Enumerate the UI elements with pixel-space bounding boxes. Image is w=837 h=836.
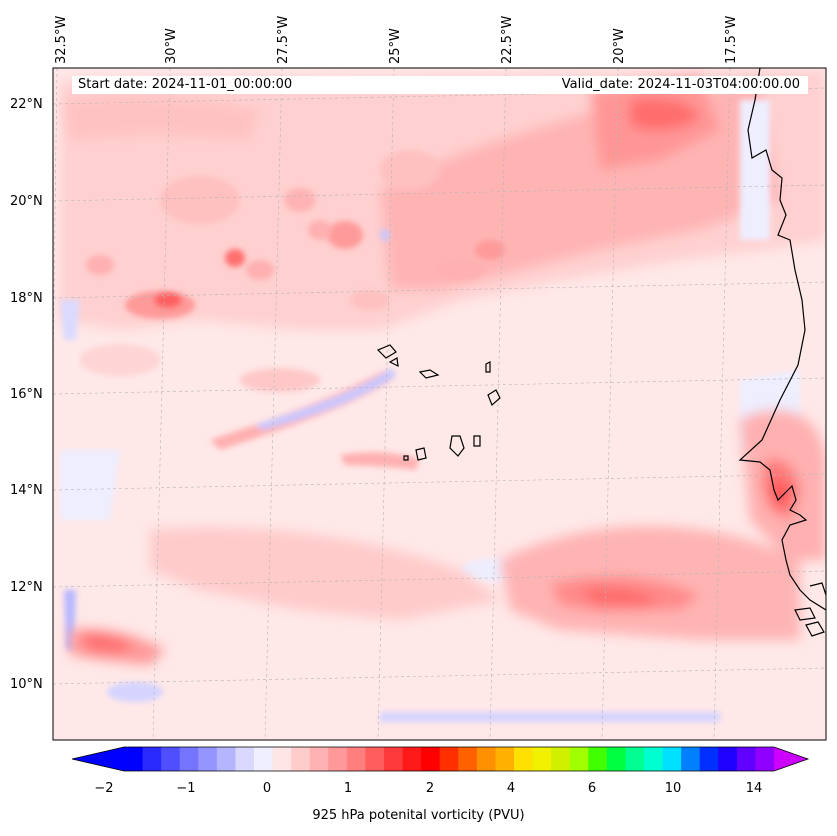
colorbar-swatch xyxy=(198,747,218,771)
colorbar-swatch xyxy=(402,747,422,771)
colorbar-swatch xyxy=(551,747,571,771)
colorbar-swatch xyxy=(736,747,756,771)
coastline xyxy=(738,68,826,637)
colorbar-over-triangle xyxy=(774,747,808,771)
colorbar-swatch xyxy=(179,747,199,771)
valid-date: Valid_date: 2024-11-03T04:00:00.00 xyxy=(561,77,800,92)
colorbar-swatch xyxy=(662,747,682,771)
start-date: Start date: 2024-11-01_00:00:00 xyxy=(78,77,293,92)
colorbar-tick: −1 xyxy=(176,781,196,796)
colorbar-swatch xyxy=(365,747,385,771)
colorbar-swatch xyxy=(699,747,719,771)
lat-label: 14°N xyxy=(10,483,43,498)
colorbar-swatch xyxy=(644,747,664,771)
pv-field-south-band xyxy=(70,410,826,665)
lat-label: 10°N xyxy=(10,677,43,692)
colorbar-swatch xyxy=(514,747,534,771)
lon-label: 25°W xyxy=(388,28,403,64)
colorbar-swatch xyxy=(124,747,144,771)
map-frame xyxy=(53,68,826,740)
colorbar-swatch xyxy=(532,747,552,771)
colorbar-swatch xyxy=(384,747,404,771)
colorbar-swatch xyxy=(458,747,478,771)
colorbar-tick: 14 xyxy=(745,781,763,796)
colorbar-swatch xyxy=(755,747,775,771)
colorbar-swatch xyxy=(309,747,329,771)
colorbar-tick: 2 xyxy=(425,781,435,796)
colorbar-tick: 0 xyxy=(262,781,272,796)
colorbar-tick: −2 xyxy=(94,781,114,796)
colorbar-tick: 4 xyxy=(506,781,516,796)
colorbar-swatch xyxy=(142,747,162,771)
lon-label: 30°W xyxy=(164,28,179,64)
colorbar-tick: 6 xyxy=(587,781,597,796)
lat-label: 20°N xyxy=(10,194,43,209)
colorbar xyxy=(71,746,810,772)
colorbar-tick: 10 xyxy=(664,781,682,796)
colorbar-swatch xyxy=(569,747,589,771)
colorbar-swatch xyxy=(235,747,255,771)
colorbar-swatch xyxy=(625,747,645,771)
lat-label: 16°N xyxy=(10,387,43,402)
header-box xyxy=(72,76,808,94)
colorbar-swatch xyxy=(476,747,496,771)
lon-label: 27.5°W xyxy=(276,15,291,64)
colorbar-swatch xyxy=(291,747,311,771)
lon-label: 17.5°W xyxy=(724,15,739,64)
lon-label: 32.5°W xyxy=(54,15,69,64)
lon-label: 22.5°W xyxy=(500,15,515,64)
colorbar-tick: 1 xyxy=(343,781,353,796)
colorbar-swatch xyxy=(346,747,366,771)
colorbar-swatch xyxy=(681,747,701,771)
colorbar-outline xyxy=(71,746,810,772)
lat-label: 18°N xyxy=(10,291,43,306)
colorbar-swatch xyxy=(495,747,515,771)
colorbar-label: 925 hPa potenital vorticity (PVU) xyxy=(312,808,525,823)
lat-label: 12°N xyxy=(10,580,43,595)
colorbar-swatch xyxy=(606,747,626,771)
colorbar-swatch xyxy=(272,747,292,771)
colorbar-swatch xyxy=(718,747,738,771)
colorbar-swatch xyxy=(161,747,181,771)
cape-verde-islands xyxy=(376,344,501,461)
pv-field-patches xyxy=(80,150,505,392)
colorbar-swatch xyxy=(439,747,459,771)
colorbar-swatch xyxy=(254,747,274,771)
colorbar-swatch xyxy=(588,747,608,771)
colorbar-swatch xyxy=(328,747,348,771)
lat-label: 22°N xyxy=(10,97,43,112)
lon-label: 20°W xyxy=(612,28,627,64)
colorbar-under-triangle xyxy=(72,747,124,771)
colorbar-swatch xyxy=(421,747,441,771)
colorbar-swatch xyxy=(216,747,236,771)
